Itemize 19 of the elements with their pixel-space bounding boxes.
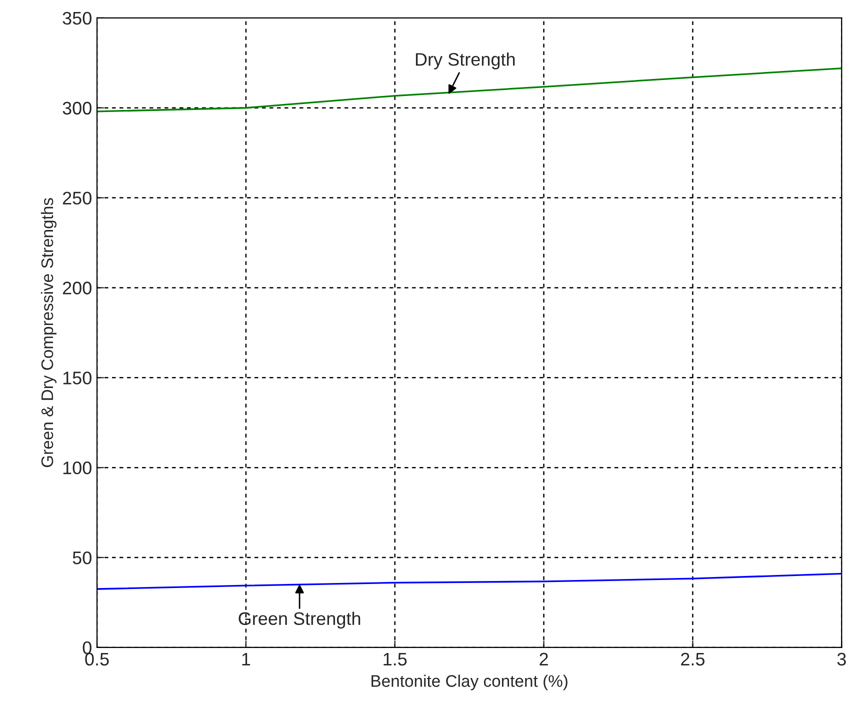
y-tick-label: 150 (63, 372, 92, 384)
y-tick-label: 0 (82, 641, 92, 654)
x-tick-label: 3 (837, 652, 846, 666)
y-tick-label: 250 (62, 192, 92, 205)
x-tick-label: 1.5 (384, 652, 407, 666)
y-tick-label: 50 (72, 551, 92, 564)
y-tick-label: 350 (62, 12, 92, 25)
y-tick-label: 300 (62, 102, 92, 115)
y-axis-title: Green & Dry Compressive Strengths (40, 198, 56, 468)
x-tick-label: 1 (242, 652, 250, 666)
x-axis-title: Bentonite Clay content (%) (372, 674, 568, 690)
x-tick-label: 0.5 (85, 652, 109, 666)
x-tick-label: 2.5 (681, 652, 705, 666)
annotation: Green Strength (238, 612, 360, 629)
x-tick-label: 2 (540, 652, 548, 666)
annotation: Dry Strength (416, 52, 515, 70)
line-series (97, 572, 842, 590)
y-tick-label: 200 (62, 282, 92, 294)
y-tick-label: 100 (63, 462, 92, 474)
